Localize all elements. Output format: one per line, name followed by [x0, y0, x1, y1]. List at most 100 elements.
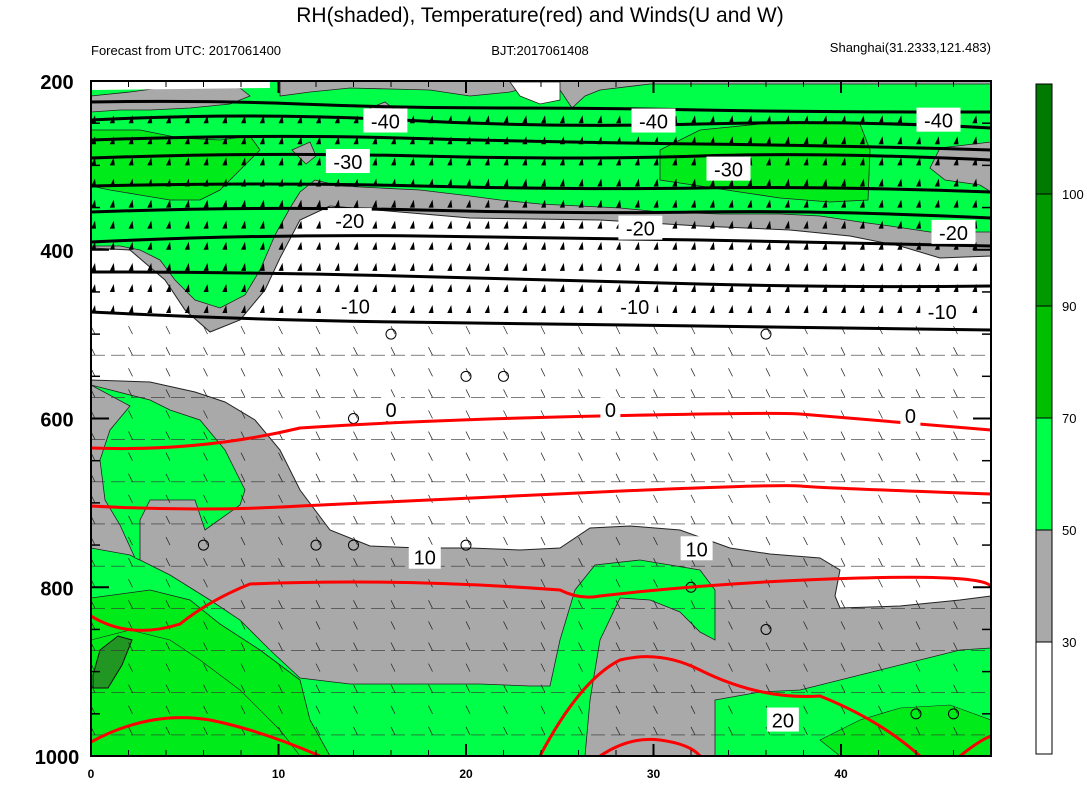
wind-barb [503, 663, 508, 672]
colorbar-tick-label: 50 [1062, 523, 1076, 538]
wind-barb-flag [503, 283, 509, 292]
wind-barb-flag [747, 305, 753, 314]
wind-barb-flag [691, 262, 696, 271]
wind-barb [728, 431, 733, 440]
wind-barb-flag [859, 178, 865, 187]
wind-barb [503, 621, 508, 630]
wind-barb [615, 347, 621, 356]
wind-barb-flag [503, 115, 509, 124]
wind-barb-flag [297, 305, 303, 314]
wind-barb-flag [484, 262, 490, 271]
contour-label-bg [631, 108, 676, 133]
wind-barb [765, 600, 771, 609]
wind-barb-flag [747, 220, 753, 229]
wind-barb [690, 515, 696, 525]
wind-barb-flag [953, 136, 959, 145]
wind-barb-flag [841, 305, 846, 314]
wind-barb [128, 452, 133, 461]
wind-barb [690, 494, 696, 504]
wind-barb [578, 347, 583, 356]
wind-barb [240, 325, 246, 335]
wind-barb-flag [709, 305, 715, 314]
wind-barb [390, 600, 396, 609]
wind-barb [915, 536, 921, 546]
wind-barb [578, 579, 583, 588]
wind-barb [540, 452, 546, 461]
temp-contour-10 [91, 484, 991, 511]
wind-barb [653, 536, 658, 546]
wind-barb [428, 431, 433, 440]
wind-barb-flag [653, 178, 659, 187]
wind-barb-flag [278, 305, 284, 314]
wind-barb-flag [916, 157, 921, 166]
wind-barb [203, 663, 208, 672]
wind-barb [278, 684, 283, 693]
wind-barb-flag [878, 178, 884, 187]
wind-barb [653, 600, 658, 609]
wind-barb-flag [859, 157, 865, 166]
wind-barb-flag [597, 178, 603, 187]
wind-barb-flag [634, 157, 640, 166]
contour-label-bg [618, 215, 663, 240]
wind-barb [503, 536, 508, 546]
wind-barb-flag [109, 262, 115, 271]
wind-barb [653, 663, 658, 672]
wind-barb [878, 705, 883, 714]
wind-barb-flag [784, 241, 790, 250]
wind-barb-flag [241, 157, 246, 166]
wind-barb-flag [822, 220, 828, 229]
wind-barb-flag [747, 136, 753, 145]
wind-barb-flag [466, 283, 471, 292]
wind-barb-flag [147, 157, 153, 166]
wind-barb-flag [128, 241, 134, 250]
wind-barb-flag [672, 262, 678, 271]
wind-barb-flag [878, 220, 884, 229]
wind-barb-flag [316, 199, 321, 208]
contour-label-bg [333, 293, 378, 318]
wind-barb [128, 705, 133, 714]
y-tick-label: 400 [40, 241, 73, 263]
wind-barb [428, 726, 433, 736]
wind-barb [915, 557, 921, 567]
wind-barb-flag [297, 283, 303, 292]
wind-barb [240, 473, 246, 482]
wind-barb-flag [222, 262, 228, 271]
wind-barb [728, 494, 733, 504]
contour-label: -10 [620, 297, 649, 319]
contour-label-bg [325, 149, 370, 173]
wind-barb-flag [747, 178, 753, 187]
wind-barb [653, 431, 658, 440]
wind-barb-flag [709, 283, 715, 292]
wind-barb-flag [578, 115, 584, 124]
plot-area: -40 -40 -40 -30 -30 -20 -20 -20 -10 -10 -10 0 0 0 10 10… [91, 81, 991, 756]
contour-label: -20 [939, 223, 968, 245]
wind-barb-flag [728, 199, 734, 208]
wind-barb-flag [259, 199, 265, 208]
wind-barb-flag [822, 262, 828, 271]
contour-label: 0 [385, 400, 396, 422]
wind-barb-flag [428, 262, 434, 271]
colorbar-segment [1035, 305, 1053, 419]
wind-barb [803, 600, 808, 609]
wind-barb-flag [541, 220, 546, 229]
wind-barb-flag [616, 157, 621, 166]
wind-barb [503, 431, 508, 440]
wind-barb-flag [203, 199, 209, 208]
wind-barb [465, 452, 471, 461]
wind-barb [578, 452, 583, 461]
wind-barb [203, 347, 208, 356]
wind-barb-flag [728, 305, 734, 314]
calm-marker [948, 708, 959, 720]
wind-barb [953, 621, 958, 630]
wind-barb [915, 705, 921, 714]
temp-contour-line [91, 310, 991, 332]
wind-barb [465, 663, 471, 672]
wind-barb-flag [259, 136, 265, 145]
wind-barb-flag [259, 241, 265, 250]
wind-barb [128, 494, 133, 504]
x-tick-label: 30 [647, 767, 661, 781]
wind-barb [503, 389, 508, 398]
wind-barb-flag [447, 220, 453, 229]
wind-barb-flag [841, 262, 846, 271]
wind-barb-flag [578, 199, 584, 208]
